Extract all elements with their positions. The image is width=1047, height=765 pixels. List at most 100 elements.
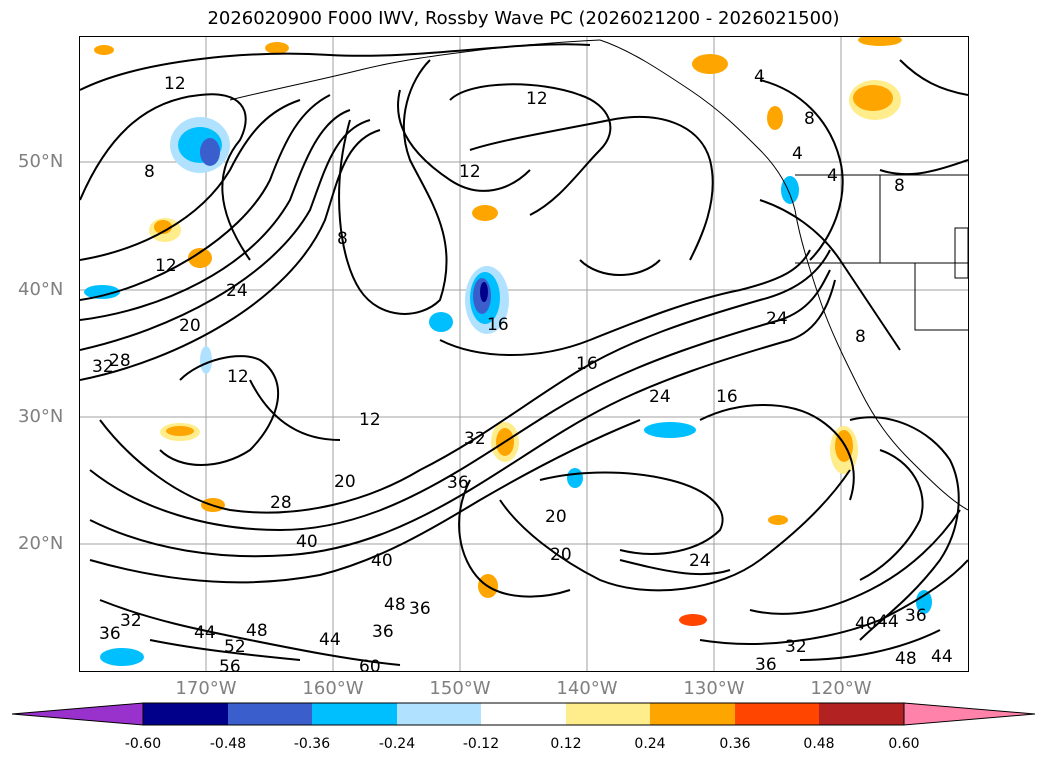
positive-anomaly-patch xyxy=(692,54,728,74)
negative-anomaly-patch xyxy=(100,648,144,666)
figure-title: 2026020900 F000 IWV, Rossby Wave PC (202… xyxy=(207,8,840,29)
colorbar-bin xyxy=(312,703,397,725)
contour-value-label: 32 xyxy=(464,429,486,449)
colorbar-tick-label: -0.12 xyxy=(462,736,500,752)
contour-value-label: 28 xyxy=(109,351,131,371)
contour-value-label: 56 xyxy=(219,657,241,677)
colorbar-tick-label: 0.24 xyxy=(634,736,666,752)
contour-value-label: 32 xyxy=(120,611,142,631)
coastlines xyxy=(229,39,968,511)
colorbar-tick-label: 0.36 xyxy=(719,736,751,752)
contour-value-label: 12 xyxy=(459,162,481,182)
positive-anomaly-patch xyxy=(858,37,902,46)
contour-value-label: 60 xyxy=(359,657,381,677)
positive-anomaly-patch xyxy=(472,205,498,221)
lon-label-160w: 160°W xyxy=(302,678,364,699)
negative-anomaly-patch xyxy=(480,282,488,302)
positive-anomaly-patch xyxy=(265,42,289,54)
negative-anomaly-patch xyxy=(84,285,120,299)
positive-anomaly-patch xyxy=(166,426,194,436)
colorbar-bin xyxy=(143,703,228,725)
colorbar-tick-label: -0.48 xyxy=(209,736,247,752)
contour-value-label: 36 xyxy=(409,599,431,619)
contour-value-label: 12 xyxy=(164,74,186,94)
contour-value-label: 48 xyxy=(895,649,917,669)
map-panel xyxy=(79,36,969,672)
negative-anomaly-patch xyxy=(567,468,583,488)
lat-label-50n: 50°N xyxy=(18,151,64,172)
contour-value-label: 36 xyxy=(755,655,777,675)
contour-value-label: 36 xyxy=(447,473,469,493)
contour-value-label: 20 xyxy=(545,507,567,527)
iwv-contours xyxy=(80,43,968,666)
positive-anomaly-patch xyxy=(853,85,893,111)
contour-value-label: 48 xyxy=(246,621,268,641)
negative-anomaly-patch xyxy=(200,138,220,166)
colorbar-tick-label: 0.60 xyxy=(888,736,920,752)
positive-anomaly-patch xyxy=(679,614,707,626)
anomaly-shading xyxy=(84,37,932,666)
contour-value-label: 4 xyxy=(827,166,838,186)
colorbar-bin xyxy=(650,703,735,725)
contour-value-label: 28 xyxy=(270,493,292,513)
lon-label-130w: 130°W xyxy=(683,678,745,699)
contour-value-label: 16 xyxy=(576,354,598,374)
map-canvas xyxy=(80,37,968,671)
colorbar-bin xyxy=(735,703,819,725)
lat-label-20n: 20°N xyxy=(18,533,64,554)
negative-anomaly-patch xyxy=(429,312,453,332)
negative-anomaly-patch xyxy=(781,176,799,204)
negative-anomaly-patch xyxy=(916,590,932,614)
contour-value-label: 44 xyxy=(194,623,216,643)
contour-value-label: 24 xyxy=(649,387,671,407)
contour-value-label: 8 xyxy=(804,109,815,129)
contour-value-label: 40 xyxy=(296,532,318,552)
contour-value-label: 16 xyxy=(716,387,738,407)
negative-anomaly-patch xyxy=(644,422,696,438)
contour-value-label: 20 xyxy=(179,316,201,336)
colorbar xyxy=(11,702,1036,726)
contour-value-label: 8 xyxy=(337,229,348,249)
contour-value-label: 32 xyxy=(92,357,114,377)
contour-value-label: 36 xyxy=(372,622,394,642)
contour-value-label: 8 xyxy=(894,176,905,196)
colorbar-bin xyxy=(228,703,312,725)
contour-value-label: 44 xyxy=(877,612,899,632)
contour-value-label: 36 xyxy=(99,624,121,644)
contour-value-label: 44 xyxy=(931,647,953,667)
contour-value-label: 8 xyxy=(855,327,866,347)
contour-value-label: 24 xyxy=(226,281,248,301)
positive-anomaly-patch xyxy=(94,45,114,55)
positive-anomaly-patch xyxy=(768,515,788,525)
contour-value-label: 24 xyxy=(689,551,711,571)
contour-value-label: 12 xyxy=(227,367,249,387)
contour-value-label: 40 xyxy=(855,614,877,634)
contour-value-label: 36 xyxy=(905,606,927,626)
positive-anomaly-patch xyxy=(188,248,212,268)
contour-value-label: 8 xyxy=(144,162,155,182)
colorbar-over-arrow xyxy=(903,702,1036,726)
contour-value-label: 44 xyxy=(319,630,341,650)
contour-value-label: 4 xyxy=(754,67,765,87)
colorbar-tick-label: 0.12 xyxy=(550,736,582,752)
colorbar-tick-label: -0.60 xyxy=(124,736,162,752)
positive-anomaly-patch xyxy=(767,106,783,130)
contour-value-label: 52 xyxy=(224,637,246,657)
contour-value-label: 16 xyxy=(487,315,509,335)
lon-label-170w: 170°W xyxy=(175,678,237,699)
contour-value-label: 20 xyxy=(550,545,572,565)
contour-value-label: 12 xyxy=(526,89,548,109)
positive-anomaly-patch xyxy=(154,220,172,234)
colorbar-bin xyxy=(819,703,904,725)
contour-value-label: 4 xyxy=(792,144,803,164)
lon-label-150w: 150°W xyxy=(429,678,491,699)
contour-value-label: 20 xyxy=(334,472,356,492)
graticule xyxy=(80,37,968,671)
negative-anomaly-patch xyxy=(200,346,212,374)
contour-value-label: 12 xyxy=(359,410,381,430)
contour-value-label: 32 xyxy=(785,637,807,657)
contour-value-label: 40 xyxy=(371,551,393,571)
colorbar-under-arrow xyxy=(11,702,144,726)
lon-label-140w: 140°W xyxy=(556,678,618,699)
lat-label-40n: 40°N xyxy=(18,279,64,300)
